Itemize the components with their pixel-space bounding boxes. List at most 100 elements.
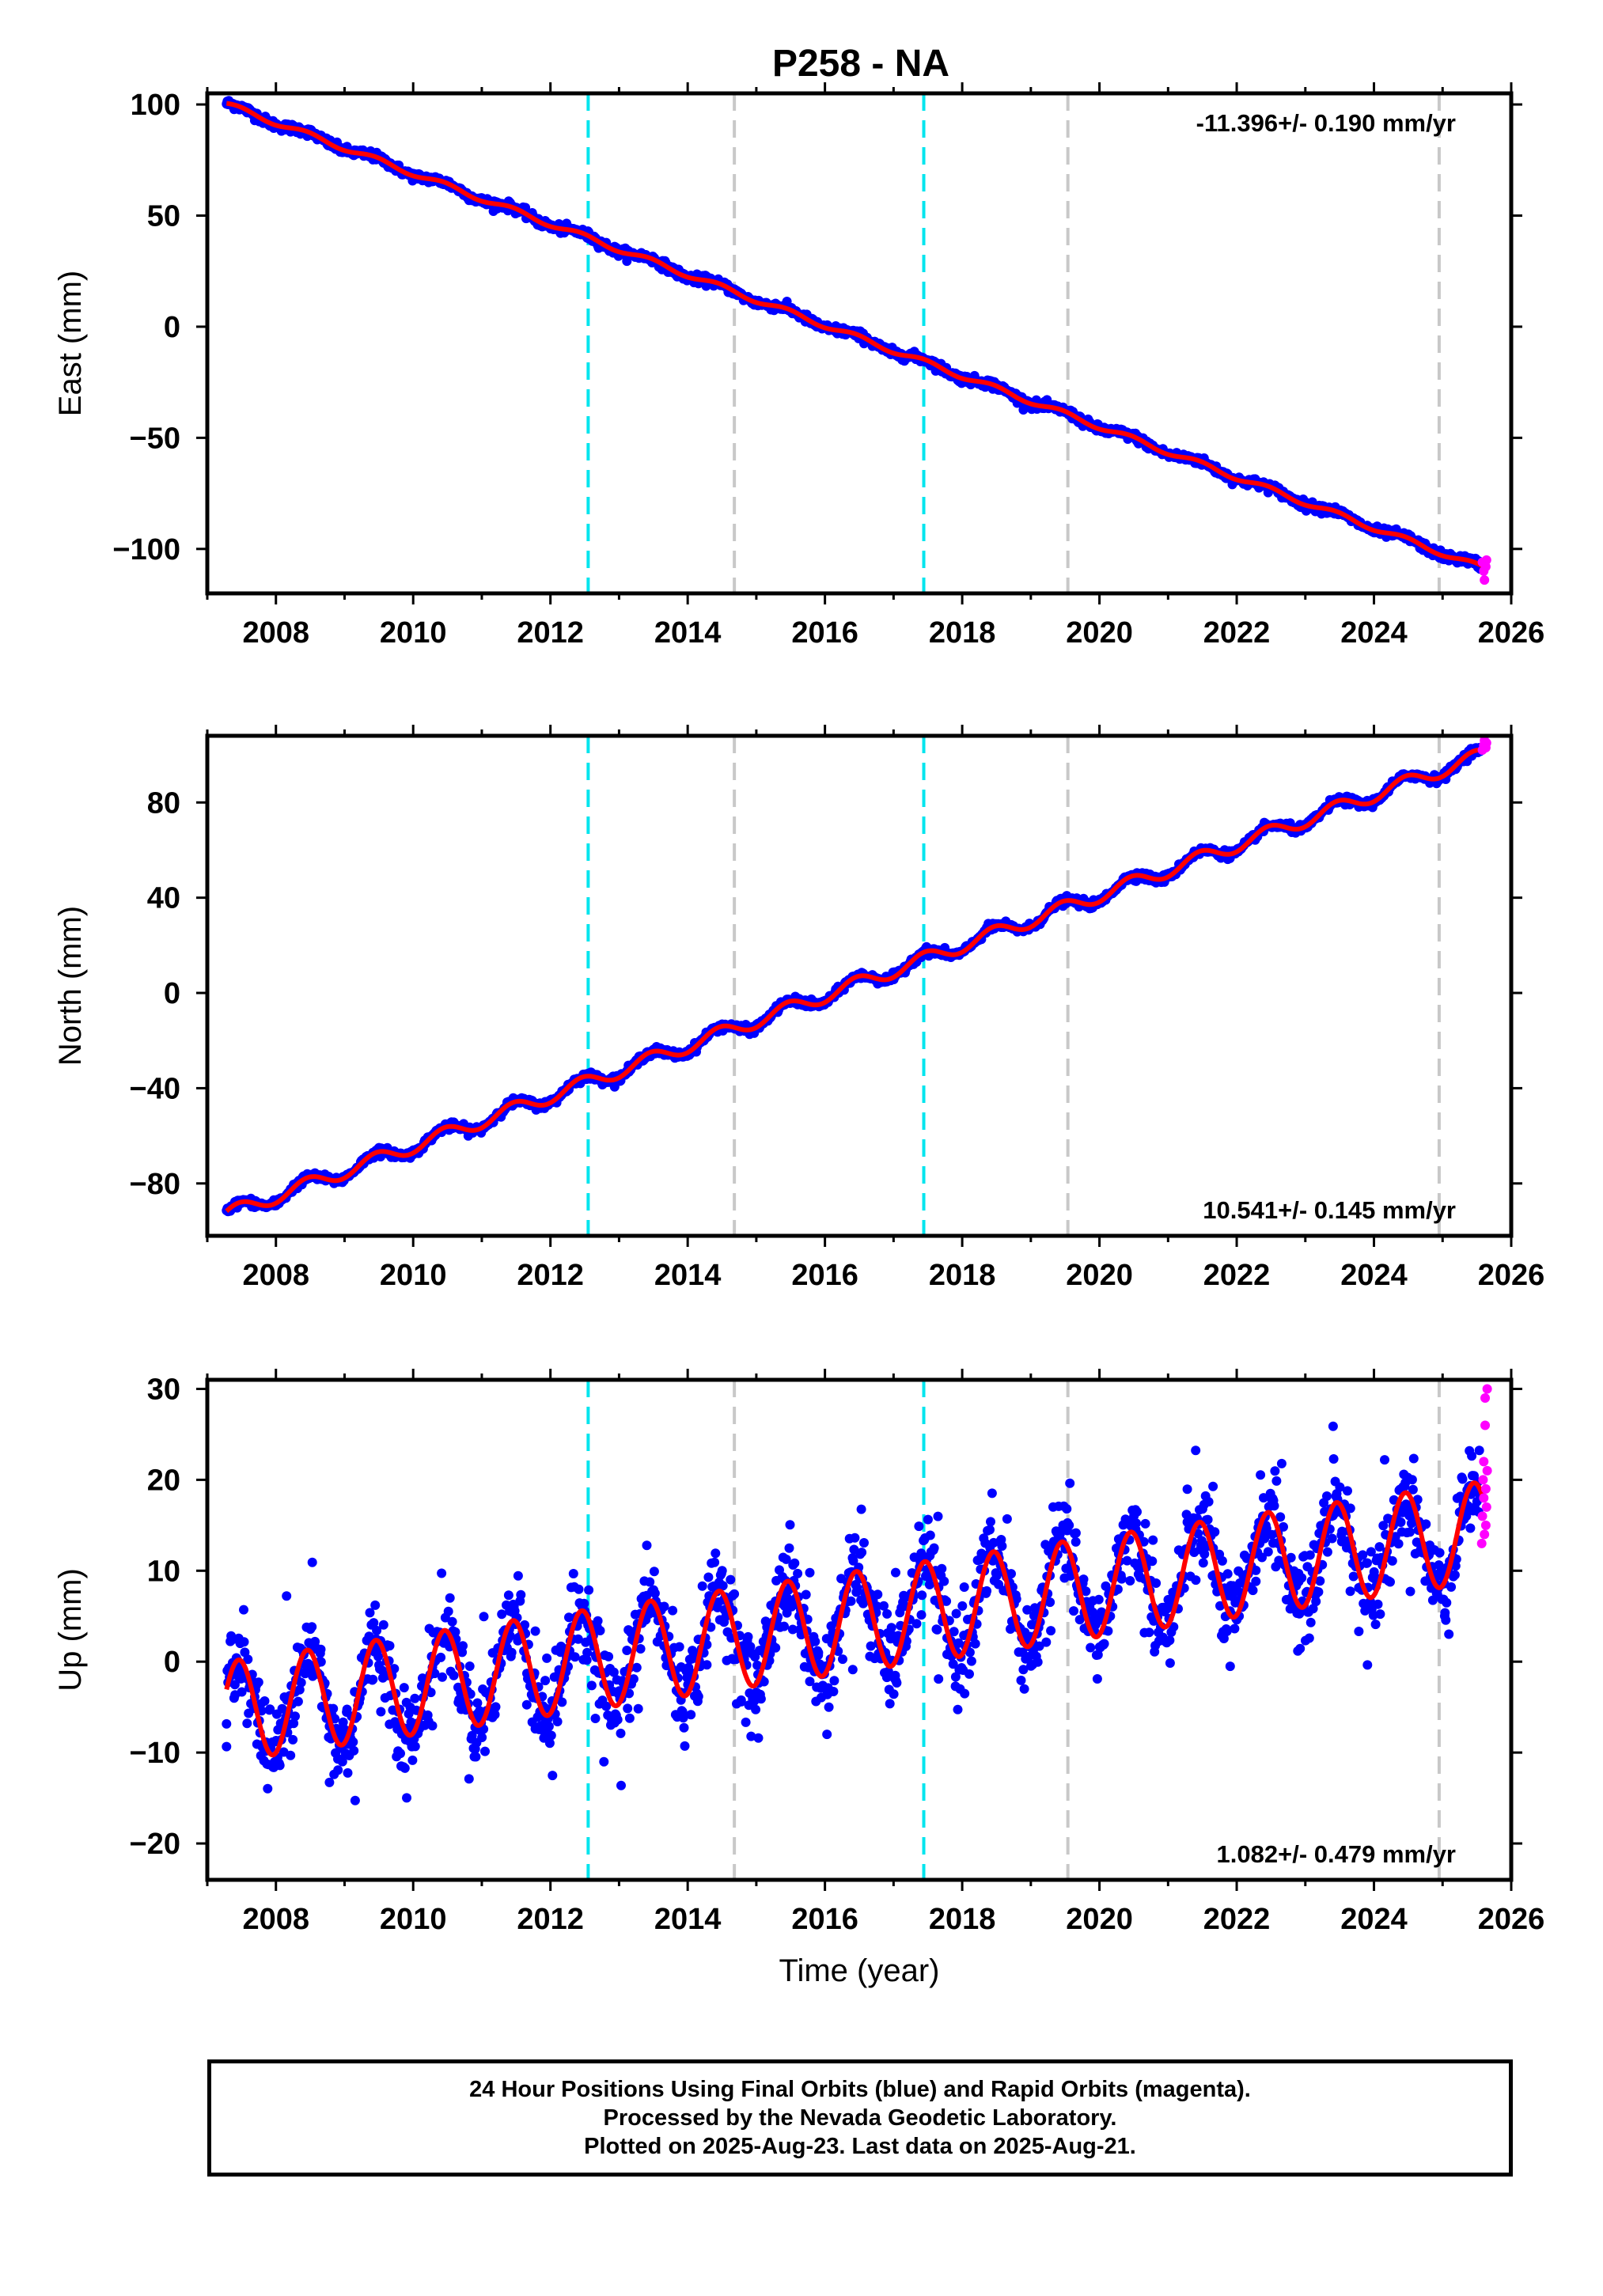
velocity-label-east: -11.396+/- 0.190 mm/yr [1196, 109, 1456, 137]
model-fit-line-north [225, 747, 1484, 1214]
y-tick-label: −40 [130, 1072, 180, 1105]
data-point [458, 1641, 468, 1651]
data-point [239, 1637, 249, 1647]
data-point [584, 1585, 594, 1595]
data-point [1322, 1491, 1332, 1501]
data-point [970, 1639, 980, 1649]
data-point [710, 1557, 720, 1567]
x-tick-label: 2018 [929, 1259, 996, 1292]
data-point [410, 1693, 420, 1703]
data-point [923, 1514, 933, 1525]
data-point [1116, 1574, 1127, 1584]
data-point [1041, 1637, 1052, 1647]
data-point [243, 1654, 253, 1665]
data-point [726, 1574, 736, 1585]
data-point [288, 1734, 298, 1745]
data-point [369, 1618, 379, 1628]
data-point [911, 1619, 922, 1629]
data-point [1210, 1527, 1220, 1537]
data-point [1358, 1550, 1368, 1560]
rapid-data-point [1481, 555, 1491, 565]
data-point [1263, 1547, 1273, 1557]
data-point [1132, 1506, 1142, 1517]
data-point [649, 1567, 659, 1577]
data-point [471, 1752, 481, 1762]
data-point [253, 1677, 263, 1688]
rapid-data-point [1481, 738, 1491, 748]
data-point [1343, 1486, 1352, 1496]
data-point [953, 1704, 963, 1714]
velocity-label-north: 10.541+/- 0.145 mm/yr [1203, 1196, 1456, 1224]
data-point [686, 1710, 696, 1720]
data-point [1306, 1617, 1316, 1627]
y-tick-label: −80 [130, 1168, 180, 1201]
data-point [1313, 1587, 1324, 1597]
data-point [1248, 1586, 1258, 1596]
data-point [1327, 1533, 1337, 1544]
data-point [1370, 1620, 1381, 1630]
data-point [1069, 1606, 1078, 1616]
x-tick-label: 2020 [1066, 1259, 1133, 1292]
x-tick-label: 2026 [1478, 616, 1545, 650]
x-tick-label: 2012 [517, 616, 584, 650]
data-point [263, 1783, 273, 1794]
data-point [1147, 1556, 1158, 1567]
y-tick-label: 50 [147, 199, 180, 233]
data-point [785, 1520, 795, 1530]
data-point [801, 1589, 811, 1600]
data-point [743, 1631, 753, 1642]
data-point [385, 1641, 395, 1651]
x-tick-label: 2012 [517, 1259, 584, 1292]
data-point [659, 1601, 669, 1612]
data-point [939, 1576, 949, 1586]
data-point [1078, 1574, 1089, 1585]
data-point [997, 1541, 1007, 1552]
y-tick-label: 0 [164, 977, 180, 1010]
data-point [623, 1703, 633, 1714]
data-point [889, 1689, 899, 1699]
data-point [516, 1589, 526, 1600]
data-point [593, 1616, 603, 1626]
data-point [373, 1651, 384, 1661]
data-point [957, 1601, 968, 1611]
data-point [679, 1722, 689, 1733]
data-point [1125, 1576, 1135, 1586]
data-point [1256, 1470, 1266, 1480]
data-point [447, 1616, 457, 1627]
data-point [503, 1590, 513, 1601]
data-point [348, 1737, 358, 1747]
data-point [1092, 1674, 1102, 1684]
data-point [316, 1657, 326, 1667]
data-point [343, 1767, 353, 1778]
data-point [1071, 1528, 1081, 1538]
data-point [407, 1755, 418, 1765]
x-tick-label: 2010 [380, 1259, 447, 1292]
data-point [1099, 1639, 1109, 1649]
data-point [372, 1625, 382, 1635]
data-point [1016, 1675, 1026, 1685]
data-point [1222, 1569, 1233, 1579]
data-point [449, 1670, 459, 1680]
data-point [477, 1733, 487, 1742]
data-point [790, 1558, 800, 1568]
data-point [464, 1661, 475, 1671]
data-point [771, 1642, 781, 1653]
data-point [601, 1701, 612, 1711]
plot-area-up [222, 1380, 1492, 1880]
data-point [741, 1717, 751, 1727]
data-point [717, 1566, 727, 1576]
data-point [546, 1730, 556, 1741]
data-point [542, 1653, 552, 1663]
data-point [1295, 1643, 1306, 1654]
final-orbit-points-up [222, 1421, 1485, 1805]
data-point [693, 1692, 703, 1702]
data-point [472, 1698, 483, 1708]
data-point [1345, 1503, 1355, 1514]
data-point [296, 1677, 306, 1688]
data-point [1062, 1504, 1072, 1514]
y-tick-label: −100 [112, 533, 180, 566]
data-point [586, 1680, 597, 1691]
data-point [885, 1699, 895, 1709]
panel-east: 2008 2010 2012 2014 2016 2018 2020 2022 2024 2026… [53, 82, 1544, 650]
